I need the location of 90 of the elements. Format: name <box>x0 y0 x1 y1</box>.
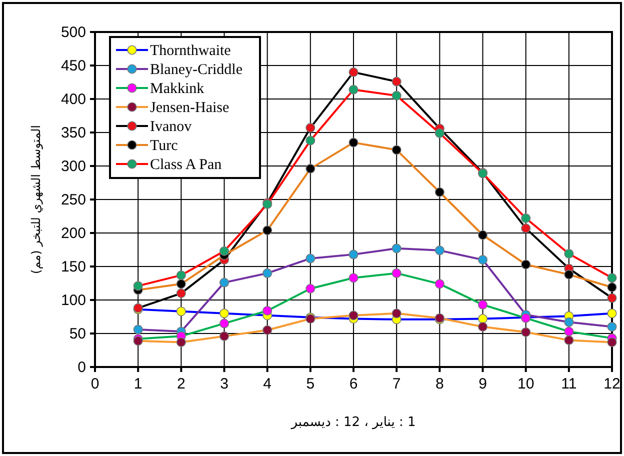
point <box>521 224 531 234</box>
x-tick-label: 11 <box>561 376 577 393</box>
point <box>607 282 617 292</box>
point <box>478 322 488 332</box>
legend-label: Jensen-Haise <box>150 100 230 116</box>
y-tick-label: 200 <box>60 224 86 242</box>
y-tick-label: 500 <box>60 24 86 41</box>
point <box>392 76 402 86</box>
point <box>306 284 316 294</box>
y-tick-label: 300 <box>60 158 86 175</box>
point <box>348 138 358 148</box>
x-tick-label: 9 <box>478 376 487 393</box>
point <box>564 326 574 336</box>
point <box>607 293 617 303</box>
point <box>521 214 531 224</box>
point <box>262 306 272 316</box>
point <box>392 90 402 100</box>
point <box>392 244 402 254</box>
point <box>176 306 186 316</box>
legend-label: Class A Pan <box>150 157 222 173</box>
point <box>434 279 444 289</box>
point <box>219 278 230 288</box>
point <box>521 260 531 270</box>
x-tick-label: 12 <box>604 376 620 393</box>
point <box>607 337 617 347</box>
point <box>392 308 402 318</box>
point <box>564 317 574 327</box>
point <box>478 314 488 324</box>
point <box>607 273 617 283</box>
point <box>392 145 402 155</box>
x-tick-label: 1 <box>134 376 142 393</box>
point <box>478 300 488 310</box>
x-tick-label: 3 <box>220 376 228 393</box>
point <box>521 327 531 337</box>
point <box>176 270 186 280</box>
point <box>262 325 272 335</box>
point <box>478 230 488 240</box>
point <box>564 270 574 280</box>
x-tick-label: 2 <box>176 376 186 393</box>
point <box>219 308 230 318</box>
point <box>262 268 272 278</box>
legend-label: Makkink <box>150 81 205 97</box>
point <box>348 250 358 260</box>
legend-label: Ivanov <box>150 119 192 135</box>
point <box>348 310 358 320</box>
point <box>348 273 358 283</box>
point <box>219 246 230 256</box>
point <box>434 187 444 197</box>
point <box>262 226 272 236</box>
point <box>392 268 402 278</box>
legend-label: Blaney-Criddle <box>150 62 243 78</box>
point <box>306 164 316 174</box>
legend-label: Turc <box>150 138 178 154</box>
point <box>348 67 358 77</box>
y-tick-label: 100 <box>60 292 86 309</box>
point <box>564 335 574 345</box>
point <box>306 123 316 133</box>
point <box>176 288 186 298</box>
point <box>348 84 358 94</box>
point <box>434 128 444 138</box>
y-tick-label: 450 <box>60 57 86 74</box>
y-tick-label: 150 <box>60 258 86 276</box>
point <box>133 281 143 291</box>
x-tick-label: 7 <box>392 376 401 393</box>
y-tick-label: 0 <box>78 358 86 376</box>
point <box>607 322 617 332</box>
point <box>176 279 186 289</box>
point <box>219 318 230 328</box>
x-tick-label: 4 <box>263 376 272 393</box>
legend-label: Thornthwaite <box>150 43 232 59</box>
point <box>176 337 186 347</box>
x-tick-label: 6 <box>349 376 358 393</box>
point <box>434 246 444 256</box>
point <box>607 308 617 318</box>
point <box>564 249 574 259</box>
y-tick-label: 50 <box>69 325 86 342</box>
point <box>219 331 230 341</box>
y-tick-label: 350 <box>60 124 86 142</box>
y-tick-label: 400 <box>60 90 86 108</box>
point <box>306 136 316 146</box>
point <box>133 324 143 334</box>
point <box>306 254 316 264</box>
x-tick-label: 8 <box>435 376 444 393</box>
x-tick-label: 5 <box>306 376 315 393</box>
y-tick-label: 250 <box>60 191 86 208</box>
x-axis-title: 1 : يناير ، 12 : ديسمبر <box>290 415 416 430</box>
x-tick-label: 0 <box>90 376 100 393</box>
point <box>478 255 488 265</box>
x-tick-label: 10 <box>517 376 534 393</box>
y-axis-title: المتوسط الشهري للتبخر (مم) <box>29 125 43 274</box>
